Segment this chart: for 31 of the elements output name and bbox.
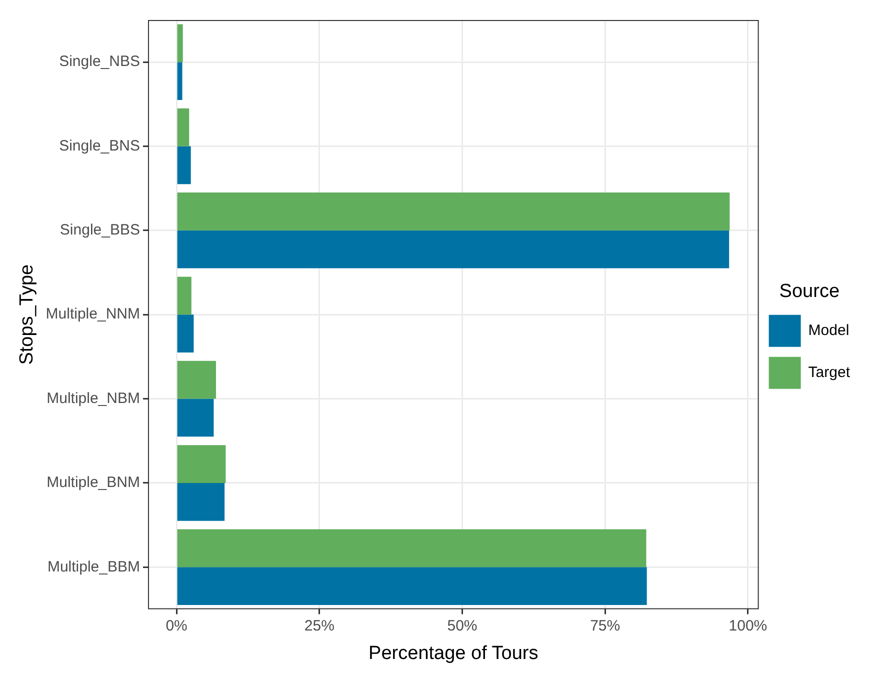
bar (177, 445, 226, 483)
legend-label: Target (808, 364, 851, 382)
y-tick-label: Single_BNS (59, 137, 140, 154)
x-tick-label: 75% (590, 617, 620, 634)
x-axis-title: Percentage of Tours (368, 642, 538, 664)
legend-label: Model (808, 322, 850, 340)
y-tick-label: Single_NBS (59, 53, 140, 70)
y-tick-label: Single_BBS (60, 222, 140, 239)
y-axis-title: Stops_Type (16, 264, 38, 365)
bar (177, 62, 182, 100)
bar (177, 276, 192, 315)
x-tick-label: 100% (728, 617, 768, 634)
bar (177, 146, 191, 184)
bar (177, 192, 730, 230)
bar (177, 482, 225, 521)
x-tick-label: 50% (447, 617, 478, 634)
y-tick-label: Multiple_BNM (46, 474, 140, 492)
y-tick-label: Multiple_BBM (47, 558, 140, 576)
bar (177, 529, 646, 568)
y-tick-label: Multiple_NNM (46, 306, 140, 323)
x-tick-label: 25% (304, 617, 334, 634)
bar (177, 230, 730, 268)
bar (177, 24, 183, 62)
bar (177, 398, 214, 437)
bar (177, 108, 190, 146)
bar (177, 314, 194, 352)
x-tick-label: 0% (166, 617, 188, 634)
bar (177, 567, 647, 605)
legend-title: Source (779, 280, 840, 302)
y-tick-label: Multiple_NBM (46, 390, 140, 407)
bar (177, 360, 216, 399)
